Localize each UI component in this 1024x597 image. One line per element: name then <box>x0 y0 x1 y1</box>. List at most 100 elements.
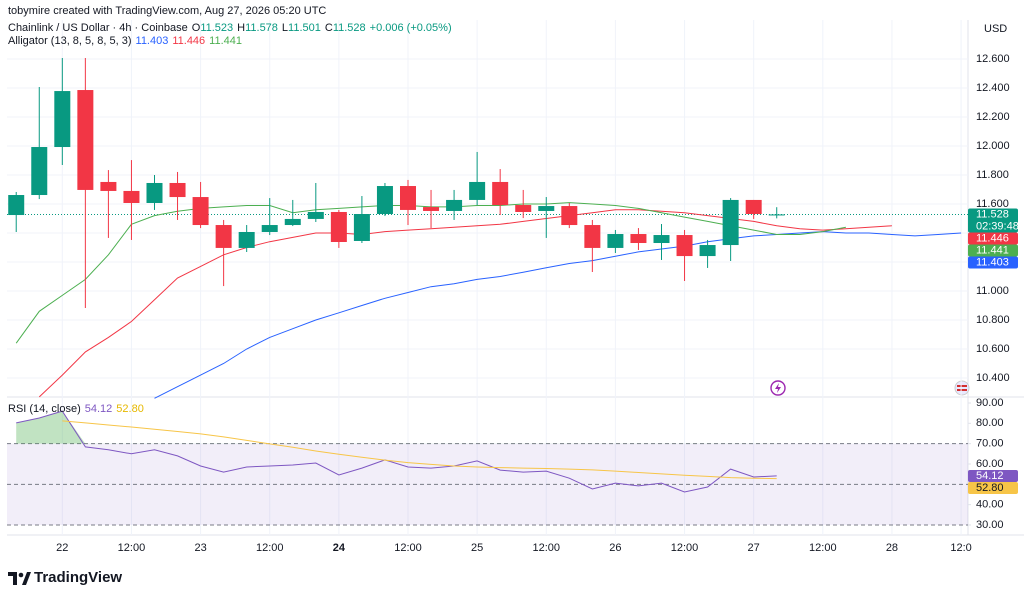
candle-body <box>8 195 25 216</box>
indicator-legend: Alligator (13, 8, 5, 8, 5, 3) 11.403 11.44… <box>8 35 246 47</box>
price-badge <box>968 232 1018 245</box>
ohlc-value: 11.528 <box>332 22 366 34</box>
rsi-band <box>7 443 968 525</box>
ohlc-letter: H <box>237 22 246 34</box>
countdown: 02:39:48 <box>976 220 1019 232</box>
candle-body <box>561 206 578 226</box>
candle-body <box>446 199 463 211</box>
rsi-name: RSI (14, close) <box>8 403 81 415</box>
x-tick-label: 12:00 <box>394 542 422 554</box>
y-tick-label: 12.000 <box>976 140 1010 152</box>
y-tick-label: 10.800 <box>976 314 1010 326</box>
rsi-line <box>16 410 777 493</box>
y-tick-label: 11.600 <box>976 198 1009 210</box>
candle-body <box>307 211 324 219</box>
price-badge-label: 11.403 <box>976 256 1009 268</box>
currency: USD <box>984 23 1007 35</box>
candle-body <box>584 225 601 248</box>
ohlc-letter: L <box>281 22 289 34</box>
ohlc-letter: C <box>324 22 333 34</box>
candle-body <box>146 182 163 203</box>
x-tick-label: 12:00 <box>809 542 837 554</box>
y-tick-label: 60.00 <box>976 458 1004 470</box>
x-tick-label: 12:00 <box>671 542 699 554</box>
candle-body <box>284 218 301 226</box>
candle-body <box>100 181 117 191</box>
y-tick-label: 12.200 <box>976 111 1010 123</box>
x-tick-label: 26 <box>609 542 621 554</box>
price-badge <box>968 208 1018 233</box>
rsi-badge <box>968 481 1018 494</box>
alligator-line <box>38 209 892 398</box>
ohlc-letter: O <box>191 22 201 34</box>
rsi-badge <box>968 469 1018 482</box>
candle-body <box>538 206 555 211</box>
candle-body <box>607 234 624 248</box>
candle-body <box>492 181 509 206</box>
candle-body <box>169 182 186 198</box>
y-tick-label: 10.400 <box>976 372 1010 384</box>
indicator-value: 11.446 <box>172 35 206 47</box>
candle-body <box>192 197 209 226</box>
candle-body <box>676 235 693 257</box>
candle-body <box>77 90 94 190</box>
x-tick-label: 12:00 <box>118 542 146 554</box>
price-badge <box>968 256 1018 269</box>
price-badge-label: 11.446 <box>976 232 1009 244</box>
rsi-badge-label: 52.80 <box>976 482 1004 494</box>
x-tick-label: 22 <box>56 542 68 554</box>
candle-body <box>745 199 762 215</box>
rsi-line <box>62 420 777 480</box>
price-badge-label: 11.441 <box>976 244 1009 256</box>
x-tick-label: 23 <box>194 542 206 554</box>
logo-text: TradingView <box>34 569 122 586</box>
y-tick-label: 40.00 <box>976 499 1004 511</box>
flag-icon[interactable] <box>954 380 970 396</box>
y-tick-label: 70.00 <box>976 438 1004 450</box>
candle-body <box>54 91 71 148</box>
candle-body <box>469 181 486 200</box>
rsi-legend: RSI (14, close) 54.12 52.80 <box>8 403 148 415</box>
candle-body <box>653 235 670 244</box>
ohlc-value: 11.501 <box>288 22 321 34</box>
y-tick-label: 12.600 <box>976 53 1010 65</box>
candle-body <box>261 225 278 232</box>
lightning-icon[interactable] <box>770 380 786 396</box>
y-tick-label: 11.000 <box>976 285 1009 297</box>
change: +0.006 (+0.05%) <box>369 22 452 34</box>
candle-body <box>31 147 48 196</box>
y-tick-label: 80.00 <box>976 417 1004 429</box>
indicator-name: Alligator (13, 8, 5, 8, 5, 3) <box>8 35 132 47</box>
symbol-legend: Chainlink / US Dollar · 4h · Coinbase O11… <box>8 22 456 34</box>
candle-body <box>238 231 255 248</box>
alligator-line <box>154 231 962 399</box>
x-tick-label: 12:0 <box>950 542 971 554</box>
rsi-value: 54.12 <box>84 403 113 415</box>
candle-body <box>515 205 532 212</box>
ohlc-value: 11.578 <box>245 22 278 34</box>
ohlc-value: 11.523 <box>200 22 234 34</box>
y-tick-label: 30.00 <box>976 519 1004 531</box>
x-tick-label: 12:00 <box>533 542 561 554</box>
candle-body <box>722 199 739 246</box>
y-tick-label: 12.400 <box>976 82 1010 94</box>
y-tick-label: 10.600 <box>976 343 1010 355</box>
candle-body <box>699 245 716 257</box>
price-badge <box>968 244 1018 257</box>
x-tick-label: 12:00 <box>256 542 284 554</box>
price-badge-label: 11.528 <box>976 208 1009 220</box>
rsi-value: 52.80 <box>116 403 144 415</box>
candle-body <box>353 214 370 241</box>
x-tick-label: 24 <box>333 542 346 554</box>
x-tick-label: 27 <box>748 542 760 554</box>
y-tick-label: 90.00 <box>976 397 1004 409</box>
y-tick-label: 11.800 <box>976 169 1009 181</box>
rsi-badge-label: 54.12 <box>976 470 1004 482</box>
indicator-value: 11.403 <box>135 35 169 47</box>
candle-body <box>768 214 785 216</box>
watermark: tobymire created with TradingView.com, A… <box>8 5 327 17</box>
symbol-title: Chainlink / US Dollar · 4h · Coinbase <box>8 22 188 34</box>
x-tick-label: 25 <box>471 542 483 554</box>
candle-body <box>215 225 232 248</box>
